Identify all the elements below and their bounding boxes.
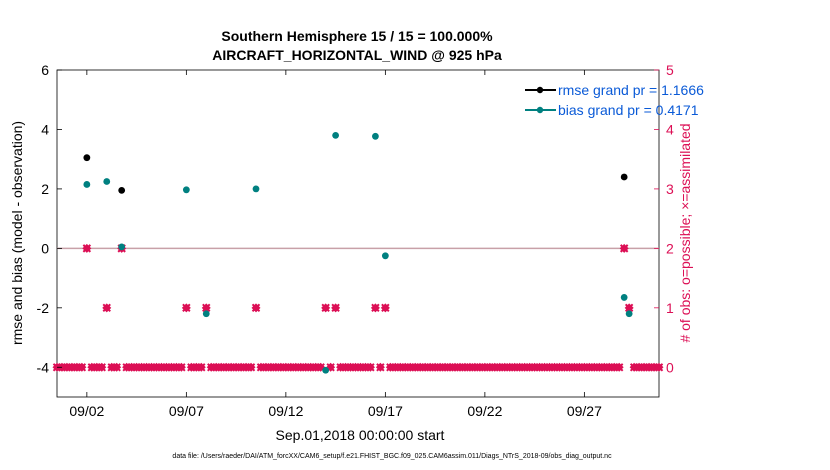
obs-point xyxy=(97,362,107,372)
bias-point xyxy=(103,178,111,185)
x-axis-ticks: 09/02 09/07 09/12 09/17 09/22 09/27 xyxy=(69,70,602,419)
bias-point xyxy=(252,185,260,193)
x-axis-label: Sep.01,2018 00:00:00 start xyxy=(276,427,445,443)
obs-point xyxy=(112,362,122,372)
y-right-tick-label: 4 xyxy=(666,121,674,137)
x-tick-label: 09/22 xyxy=(467,403,502,419)
chart-title-line1: Southern Hemisphere 15 / 15 = 100.000% xyxy=(221,28,493,44)
y-left-tick-label: 2 xyxy=(41,181,49,197)
obs-markers xyxy=(52,243,664,372)
obs-point xyxy=(624,303,634,313)
obs-point xyxy=(380,303,390,313)
obs-point xyxy=(251,303,261,313)
data-file-footer: data file: /Users/raeder/DAI/ATM_forcXX/… xyxy=(172,453,612,460)
y-left-tick-label: -4 xyxy=(37,359,50,375)
y-right-tick-label: 2 xyxy=(666,240,674,256)
x-tick-label: 09/27 xyxy=(567,403,602,419)
obs-point xyxy=(321,303,331,313)
bias-point xyxy=(83,181,91,188)
obs-point xyxy=(619,243,629,253)
y-right-tick-label: 5 xyxy=(666,62,674,78)
bias-point xyxy=(332,132,340,139)
obs-point xyxy=(614,362,624,372)
x-tick-label: 09/02 xyxy=(69,403,104,419)
y-right-axis-label: # of obs: o=possible; ×=assimilated xyxy=(677,123,693,342)
y-left-tick-label: 4 xyxy=(41,121,49,137)
y-left-tick-label: -2 xyxy=(37,300,50,316)
y-right-tick-label: 0 xyxy=(666,359,674,375)
y-right-axis-ticks: 5 4 3 2 1 0 xyxy=(654,62,674,375)
obs-point xyxy=(375,362,385,372)
bias-point xyxy=(625,310,633,318)
bias-point xyxy=(118,243,126,251)
obs-point xyxy=(82,243,92,253)
bias-point xyxy=(182,186,190,194)
legend-bias-marker xyxy=(536,106,544,114)
obs-point xyxy=(201,303,211,313)
bias-markers xyxy=(83,132,633,374)
rmse-markers xyxy=(83,154,628,194)
bias-point xyxy=(381,252,389,260)
obs-point xyxy=(246,362,256,372)
y-left-axis-ticks: 6 4 2 0 -2 -4 xyxy=(37,62,62,375)
rmse-point xyxy=(118,186,126,194)
obs-point xyxy=(370,303,380,313)
x-tick-label: 09/12 xyxy=(268,403,303,419)
obs-point xyxy=(331,303,341,313)
y-right-tick-label: 1 xyxy=(666,300,674,316)
rmse-point xyxy=(620,173,628,181)
legend-box xyxy=(440,80,655,120)
obs-point xyxy=(77,362,87,372)
bias-point xyxy=(620,294,628,301)
bias-point xyxy=(322,366,330,374)
bias-point xyxy=(202,310,210,318)
obs-point xyxy=(102,303,112,313)
y-right-tick-label: 3 xyxy=(666,181,674,197)
x-tick-label: 09/17 xyxy=(368,403,403,419)
obs-point xyxy=(365,362,375,372)
rmse-point xyxy=(83,154,91,162)
obs-point xyxy=(181,303,191,313)
obs-point xyxy=(176,362,186,372)
y-left-axis-label: rmse and bias (model - observation) xyxy=(9,121,25,345)
legend-bias-label: bias grand pr = 0.4171 xyxy=(558,102,699,118)
y-left-tick-label: 6 xyxy=(41,62,49,78)
legend-rmse-marker xyxy=(536,86,544,94)
bias-point xyxy=(372,132,379,140)
y-left-tick-label: 0 xyxy=(41,240,49,256)
plot-frame xyxy=(56,69,660,398)
chart-title-line2: AIRCRAFT_HORIZONTAL_WIND @ 925 hPa xyxy=(212,47,502,63)
legend: rmse grand pr = 1.1666 bias grand pr = 0… xyxy=(440,80,704,120)
legend-rmse-label: rmse grand pr = 1.1666 xyxy=(558,82,704,98)
obs-point xyxy=(196,362,206,372)
x-tick-label: 09/07 xyxy=(169,403,204,419)
